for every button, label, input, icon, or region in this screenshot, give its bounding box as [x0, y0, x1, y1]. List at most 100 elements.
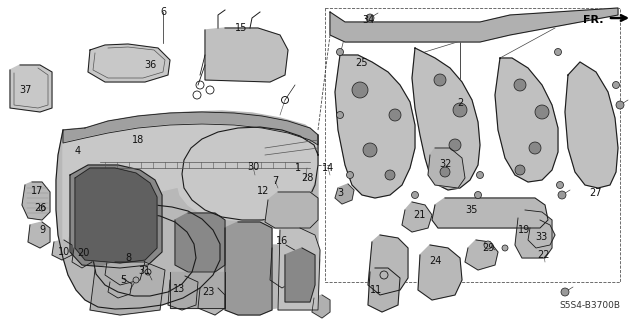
Polygon shape — [52, 240, 72, 260]
Text: 10: 10 — [58, 247, 70, 257]
Text: FR.: FR. — [584, 15, 604, 25]
Polygon shape — [278, 228, 320, 310]
Text: 27: 27 — [589, 188, 602, 198]
Text: 6: 6 — [160, 7, 166, 17]
Circle shape — [558, 191, 566, 199]
Circle shape — [440, 167, 450, 177]
Circle shape — [133, 277, 139, 283]
Circle shape — [39, 205, 45, 211]
Text: S5S4-B3700B: S5S4-B3700B — [559, 300, 620, 309]
Polygon shape — [170, 272, 225, 308]
Text: 37: 37 — [20, 85, 32, 95]
Text: 32: 32 — [440, 159, 452, 169]
Text: 9: 9 — [39, 225, 45, 235]
Text: 11: 11 — [370, 285, 382, 295]
Polygon shape — [56, 111, 320, 310]
Polygon shape — [412, 48, 480, 190]
Polygon shape — [368, 268, 400, 312]
Circle shape — [616, 101, 624, 109]
Circle shape — [612, 81, 620, 88]
Text: 18: 18 — [132, 135, 144, 145]
Circle shape — [515, 165, 525, 175]
Circle shape — [474, 191, 481, 198]
Circle shape — [352, 82, 368, 98]
Polygon shape — [108, 278, 132, 298]
Polygon shape — [28, 222, 50, 248]
Polygon shape — [428, 148, 465, 188]
Text: 34: 34 — [362, 15, 374, 25]
Circle shape — [514, 79, 526, 91]
Text: 26: 26 — [34, 203, 46, 213]
Text: 22: 22 — [538, 250, 550, 260]
Polygon shape — [418, 245, 462, 300]
Text: 19: 19 — [518, 225, 530, 235]
Text: 28: 28 — [301, 173, 313, 183]
Polygon shape — [285, 248, 315, 302]
Circle shape — [337, 48, 344, 56]
Text: 15: 15 — [235, 23, 247, 33]
Text: 20: 20 — [77, 248, 89, 258]
Text: 23: 23 — [202, 287, 214, 297]
Polygon shape — [565, 62, 618, 188]
Polygon shape — [270, 245, 298, 288]
Text: 3: 3 — [337, 188, 343, 198]
Circle shape — [554, 48, 561, 56]
Circle shape — [529, 142, 541, 154]
Polygon shape — [88, 44, 170, 82]
Circle shape — [557, 182, 563, 189]
Polygon shape — [90, 262, 165, 315]
Text: 2: 2 — [457, 98, 463, 108]
Polygon shape — [335, 184, 354, 204]
Circle shape — [477, 172, 483, 179]
Polygon shape — [225, 222, 272, 315]
Polygon shape — [265, 192, 318, 228]
Polygon shape — [335, 55, 415, 198]
Polygon shape — [72, 245, 92, 268]
Circle shape — [385, 170, 395, 180]
Text: 21: 21 — [413, 210, 425, 220]
Text: 5: 5 — [120, 275, 126, 285]
Polygon shape — [495, 58, 558, 182]
Text: 31: 31 — [138, 266, 150, 276]
Text: 17: 17 — [31, 186, 43, 196]
Circle shape — [561, 288, 569, 296]
Text: 16: 16 — [276, 236, 288, 246]
Circle shape — [412, 191, 419, 198]
Circle shape — [337, 112, 344, 118]
Text: 25: 25 — [356, 58, 368, 68]
Polygon shape — [63, 124, 318, 255]
Circle shape — [453, 103, 467, 117]
Text: 35: 35 — [465, 205, 477, 215]
Text: 8: 8 — [125, 253, 131, 263]
Polygon shape — [63, 112, 318, 145]
Polygon shape — [22, 182, 50, 220]
Text: 24: 24 — [429, 256, 441, 266]
Text: 4: 4 — [75, 146, 81, 156]
Polygon shape — [168, 276, 198, 310]
Polygon shape — [75, 168, 157, 263]
Text: 13: 13 — [173, 284, 185, 294]
Polygon shape — [402, 202, 432, 232]
Text: 33: 33 — [535, 232, 547, 242]
Circle shape — [502, 245, 508, 251]
Circle shape — [535, 105, 549, 119]
Text: 7: 7 — [272, 176, 278, 186]
Polygon shape — [312, 295, 330, 318]
Circle shape — [434, 74, 446, 86]
Circle shape — [366, 14, 374, 22]
Circle shape — [389, 109, 401, 121]
Polygon shape — [10, 65, 52, 112]
Polygon shape — [432, 198, 548, 228]
Circle shape — [449, 139, 461, 151]
Polygon shape — [198, 288, 225, 315]
Polygon shape — [105, 248, 145, 285]
Text: 14: 14 — [322, 163, 334, 173]
Polygon shape — [70, 165, 162, 268]
Circle shape — [363, 143, 377, 157]
Circle shape — [484, 241, 492, 249]
Polygon shape — [175, 213, 225, 272]
Polygon shape — [515, 210, 552, 258]
Polygon shape — [465, 240, 498, 270]
Circle shape — [346, 172, 353, 179]
Text: 1: 1 — [295, 163, 301, 173]
